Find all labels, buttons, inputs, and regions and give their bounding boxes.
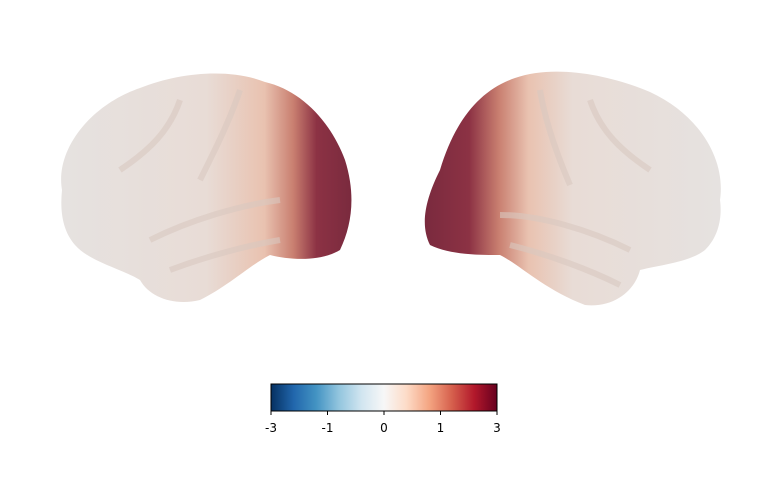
tick-label: -3 (265, 421, 277, 435)
colorbar-gradient (270, 383, 498, 412)
brain-surface (424, 71, 721, 306)
sulcus (118, 89, 281, 273)
brain-surface (61, 73, 352, 302)
colorbar-ticks: -3 -1 0 1 3 (265, 411, 501, 435)
tick-label: 0 (380, 421, 388, 435)
colorbar: -3 -1 0 1 3 (265, 383, 501, 435)
tick-label: -1 (322, 421, 334, 435)
tick-label: 3 (493, 421, 501, 435)
sulcus (499, 89, 652, 288)
left-hemisphere (61, 73, 352, 302)
tick-label: 1 (437, 421, 445, 435)
right-hemisphere (424, 71, 721, 306)
